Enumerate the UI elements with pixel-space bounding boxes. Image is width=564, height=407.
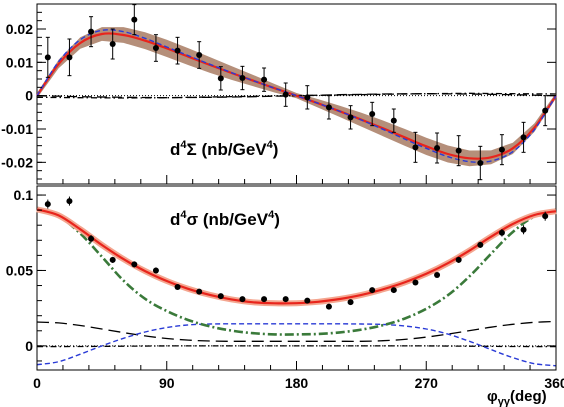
top-data-point [239,75,246,81]
x-tick-label: 360 [544,375,564,391]
bottom-data-point [66,198,73,205]
bottom-y-tick-label: 0 [25,338,33,354]
bottom-blue-dashed-curve [36,323,557,367]
bottom-axis-ticks: 0.1 0.05 0 0 90 180 270 360 [6,187,564,391]
bottom-data-point [131,261,138,268]
top-data-point [390,117,397,124]
bottom-data-point [477,241,484,248]
bottom-data-point [152,267,159,274]
bottom-data-point [434,271,441,278]
top-data-point [455,147,462,154]
bottom-data-point [498,229,505,236]
bottom-data-point [347,299,354,306]
top-data-point [261,76,268,83]
bottom-data-point [239,296,246,303]
bottom-green-dash-dot-curve [36,208,557,336]
top-data-point [434,145,441,151]
x-axis-title: φγγ(deg) [487,388,547,407]
top-data-point [520,134,527,141]
top-data-point [369,111,376,117]
bottom-data-point [261,296,268,303]
bottom-data-point [196,288,203,295]
top-data-point [131,16,138,23]
bottom-full-model-band [36,206,557,307]
top-data-point [66,54,73,61]
bottom-data-point [412,279,419,286]
bottom-data-point [304,297,311,304]
bottom-data-point [542,213,549,220]
bottom-full-model-curve [36,208,557,305]
bottom-dash-dot-curve [36,345,557,348]
top-data-point [412,144,419,151]
bottom-data-point [325,303,332,310]
x-tick-label: 90 [159,375,175,391]
bottom-data-point [88,235,95,242]
top-data-point [109,41,116,47]
top-data-point [174,47,181,54]
top-points-layer [44,4,549,181]
bottom-data-point [217,293,224,300]
top-panel-label: d4Σ (nb/GeV4) [170,139,278,159]
bottom-data-point [520,226,527,233]
bottom-panel: 0.1 0.05 0 0 90 180 270 360 d4σ (nb/GeV4) φγγ(d… [6,185,564,407]
top-data-point [477,160,484,166]
top-data-point [325,104,332,111]
top-y-tick-label: -0.02 [1,154,33,170]
top-data-point [542,107,549,114]
top-axis-ticks: 0.02 0.01 0 -0.01 -0.02 [1,11,557,184]
top-data-point [304,94,311,101]
top-y-tick-label: -0.01 [1,121,33,137]
bottom-panel-frame [36,185,557,371]
bottom-data-point [109,256,116,263]
top-data-point [88,28,95,35]
x-tick-label: 270 [415,375,439,391]
top-data-point [498,146,505,153]
bottom-data-point [455,256,462,263]
x-tick-label: 0 [33,375,41,391]
bottom-long-dash-curve [36,320,557,342]
top-full-model-curve [36,32,557,160]
top-y-tick-label: 0.02 [6,21,33,37]
bottom-data-point [174,284,181,291]
bottom-y-tick-label: 0.05 [6,262,33,278]
top-data-point [217,75,224,82]
top-data-point [347,114,354,121]
top-blue-dashed-curve [36,29,557,163]
top-data-point [152,45,159,51]
top-data-point [44,54,51,61]
bottom-y-tick-label: 0.1 [14,187,34,203]
top-curves-layer [36,29,557,163]
bottom-data-point [390,287,397,294]
x-tick-label: 180 [285,375,309,391]
bottom-data-point [369,287,376,294]
top-data-point [282,91,289,98]
bottom-points-layer [44,196,549,310]
bottom-data-point [44,201,51,208]
top-y-tick-label: 0 [25,88,33,104]
top-y-tick-label: 0.01 [6,54,33,70]
top-panel: 0.02 0.01 0 -0.01 -0.02 d4Σ (nb/GeV4) [1,3,557,185]
bottom-curves-layer [36,206,557,367]
top-data-point [196,52,203,58]
bottom-data-point [282,296,289,303]
bottom-panel-label: d4σ (nb/GeV4) [170,209,280,229]
